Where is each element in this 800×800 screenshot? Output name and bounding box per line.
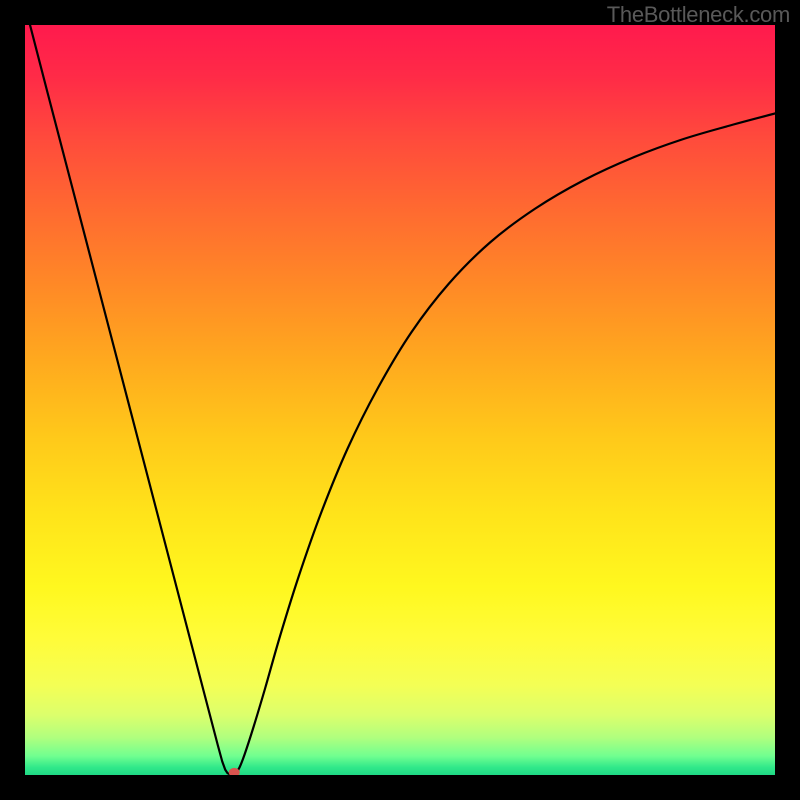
watermark-text: TheBottleneck.com [607,2,790,28]
bottleneck-chart: TheBottleneck.com [0,0,800,800]
chart-svg [0,0,800,800]
